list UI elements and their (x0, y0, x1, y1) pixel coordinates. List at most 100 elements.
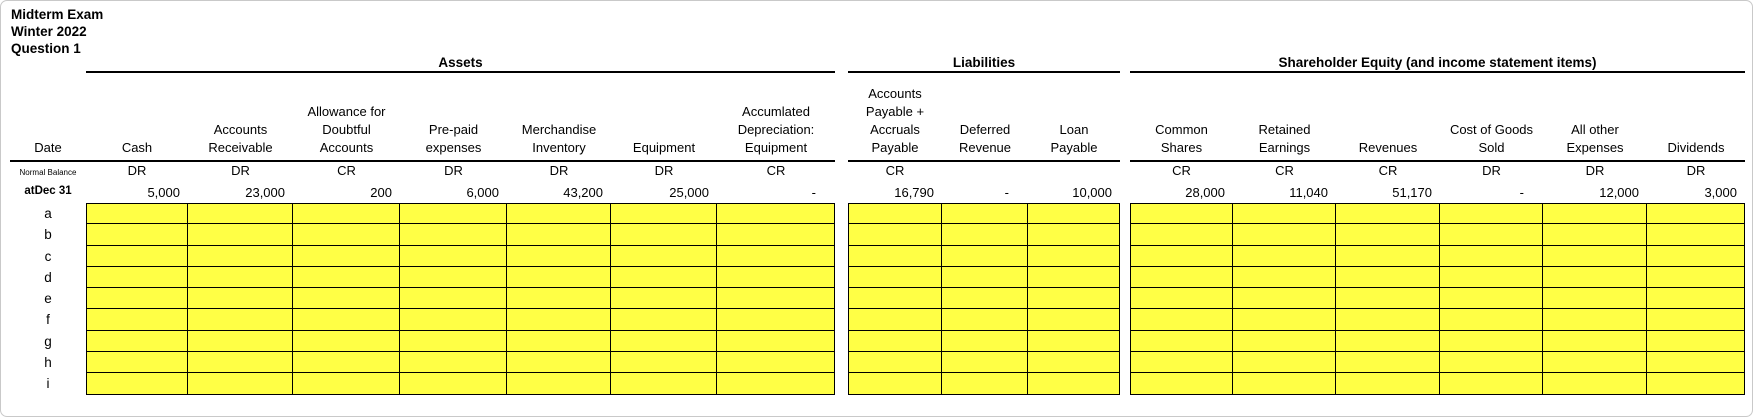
entry-cell[interactable] (1233, 203, 1336, 225)
entry-cell[interactable] (942, 288, 1028, 310)
entry-cell[interactable] (86, 203, 188, 225)
entry-cell[interactable] (86, 330, 188, 353)
entry-cell[interactable] (293, 373, 400, 395)
entry-cell[interactable] (1130, 288, 1233, 310)
entry-cell[interactable] (507, 330, 611, 353)
entry-cell[interactable] (400, 245, 507, 267)
entry-cell[interactable] (1543, 245, 1647, 267)
entry-cell[interactable] (1233, 373, 1336, 395)
entry-cell[interactable] (1028, 309, 1120, 331)
entry-cell[interactable] (848, 352, 942, 374)
entry-cell[interactable] (1130, 245, 1233, 267)
entry-cell[interactable] (293, 203, 400, 225)
entry-cell[interactable] (717, 352, 835, 374)
entry-cell[interactable] (188, 224, 293, 246)
entry-cell[interactable] (1647, 288, 1745, 310)
entry-cell[interactable] (611, 373, 717, 395)
entry-cell[interactable] (1336, 309, 1440, 331)
entry-cell[interactable] (717, 330, 835, 353)
entry-cell[interactable] (86, 373, 188, 395)
entry-cell[interactable] (1130, 330, 1233, 353)
entry-cell[interactable] (611, 245, 717, 267)
entry-cell[interactable] (293, 330, 400, 353)
entry-cell[interactable] (293, 309, 400, 331)
entry-cell[interactable] (1336, 373, 1440, 395)
entry-cell[interactable] (848, 373, 942, 395)
entry-cell[interactable] (1440, 352, 1543, 374)
entry-cell[interactable] (293, 266, 400, 289)
entry-cell[interactable] (400, 309, 507, 331)
entry-cell[interactable] (717, 266, 835, 289)
entry-cell[interactable] (848, 245, 942, 267)
entry-cell[interactable] (1543, 288, 1647, 310)
entry-cell[interactable] (188, 266, 293, 289)
entry-cell[interactable] (400, 288, 507, 310)
entry-cell[interactable] (611, 330, 717, 353)
entry-cell[interactable] (86, 309, 188, 331)
entry-cell[interactable] (293, 245, 400, 267)
entry-cell[interactable] (1233, 330, 1336, 353)
entry-cell[interactable] (1130, 203, 1233, 225)
entry-cell[interactable] (1233, 266, 1336, 289)
entry-cell[interactable] (1647, 224, 1745, 246)
entry-cell[interactable] (1647, 373, 1745, 395)
entry-cell[interactable] (1028, 352, 1120, 374)
entry-cell[interactable] (611, 352, 717, 374)
entry-cell[interactable] (1028, 245, 1120, 267)
entry-cell[interactable] (188, 330, 293, 353)
entry-cell[interactable] (1336, 245, 1440, 267)
entry-cell[interactable] (1130, 266, 1233, 289)
entry-cell[interactable] (1440, 203, 1543, 225)
entry-cell[interactable] (1028, 330, 1120, 353)
entry-cell[interactable] (1130, 224, 1233, 246)
entry-cell[interactable] (1440, 373, 1543, 395)
entry-cell[interactable] (717, 203, 835, 225)
entry-cell[interactable] (1647, 203, 1745, 225)
entry-cell[interactable] (188, 203, 293, 225)
entry-cell[interactable] (507, 352, 611, 374)
entry-cell[interactable] (942, 352, 1028, 374)
entry-cell[interactable] (1028, 373, 1120, 395)
entry-cell[interactable] (942, 309, 1028, 331)
entry-cell[interactable] (1543, 352, 1647, 374)
entry-cell[interactable] (1028, 288, 1120, 310)
entry-cell[interactable] (848, 203, 942, 225)
entry-cell[interactable] (1647, 330, 1745, 353)
entry-cell[interactable] (611, 288, 717, 310)
entry-cell[interactable] (1336, 224, 1440, 246)
entry-cell[interactable] (1543, 266, 1647, 289)
entry-cell[interactable] (1440, 266, 1543, 289)
entry-cell[interactable] (86, 245, 188, 267)
entry-cell[interactable] (188, 288, 293, 310)
entry-cell[interactable] (942, 203, 1028, 225)
entry-cell[interactable] (942, 266, 1028, 289)
entry-cell[interactable] (848, 309, 942, 331)
entry-cell[interactable] (1336, 288, 1440, 310)
entry-cell[interactable] (1233, 224, 1336, 246)
entry-cell[interactable] (1543, 330, 1647, 353)
entry-cell[interactable] (507, 224, 611, 246)
entry-cell[interactable] (1336, 203, 1440, 225)
entry-cell[interactable] (942, 224, 1028, 246)
entry-cell[interactable] (1647, 352, 1745, 374)
entry-cell[interactable] (1440, 288, 1543, 310)
entry-cell[interactable] (942, 245, 1028, 267)
entry-cell[interactable] (1440, 309, 1543, 331)
entry-cell[interactable] (507, 203, 611, 225)
entry-cell[interactable] (400, 352, 507, 374)
entry-cell[interactable] (611, 224, 717, 246)
entry-cell[interactable] (848, 224, 942, 246)
entry-cell[interactable] (507, 288, 611, 310)
entry-cell[interactable] (717, 245, 835, 267)
entry-cell[interactable] (1130, 373, 1233, 395)
entry-cell[interactable] (1336, 266, 1440, 289)
entry-cell[interactable] (848, 266, 942, 289)
entry-cell[interactable] (188, 245, 293, 267)
entry-cell[interactable] (1233, 288, 1336, 310)
entry-cell[interactable] (1440, 245, 1543, 267)
entry-cell[interactable] (848, 330, 942, 353)
entry-cell[interactable] (293, 288, 400, 310)
entry-cell[interactable] (1130, 352, 1233, 374)
entry-cell[interactable] (293, 352, 400, 374)
entry-cell[interactable] (400, 330, 507, 353)
